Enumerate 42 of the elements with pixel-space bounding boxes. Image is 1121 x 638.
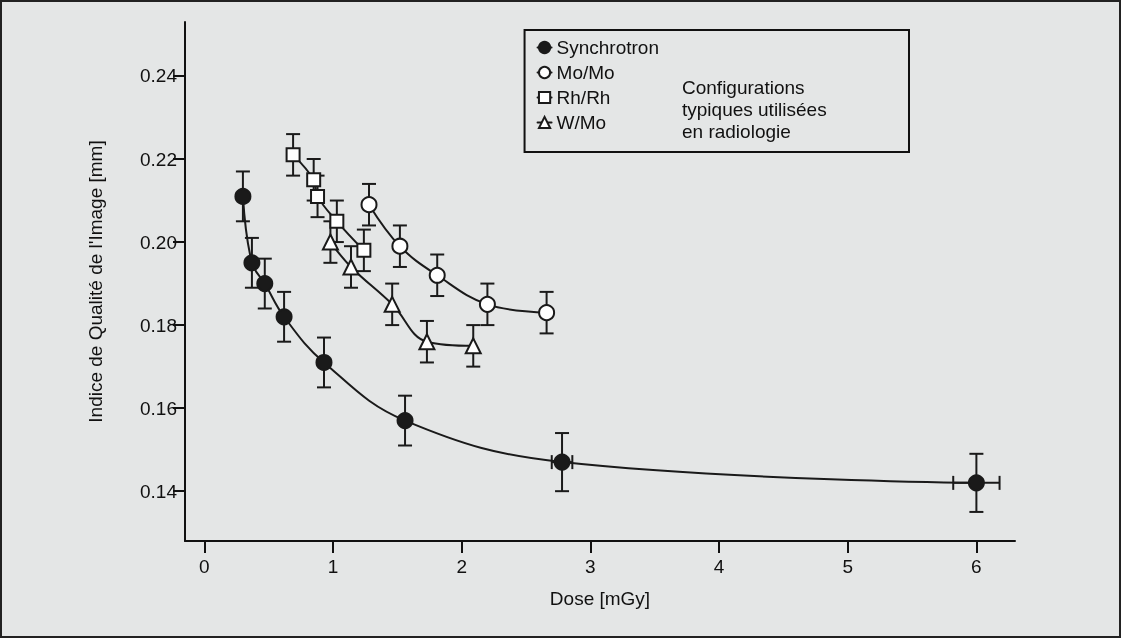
point <box>391 237 409 255</box>
legend-label: Rh/Rh <box>556 87 611 108</box>
point <box>315 353 333 371</box>
x-axis-title: Dose [mGy] <box>549 588 651 609</box>
legend-label: W/Mo <box>556 112 607 133</box>
point <box>396 412 414 430</box>
point <box>342 258 360 276</box>
point <box>275 308 293 326</box>
point <box>478 295 496 313</box>
x-tick-label: 5 <box>842 556 853 577</box>
x-tick-label: 3 <box>585 556 596 577</box>
y-tick-label: 0.14 <box>140 480 178 502</box>
y-tick-label: 0.22 <box>140 148 177 170</box>
point <box>285 147 301 163</box>
y-tick-label: 0.20 <box>140 231 177 253</box>
point <box>321 233 339 251</box>
y-tick-label: 0.16 <box>140 397 177 419</box>
legend-label: Mo/Mo <box>556 62 615 83</box>
point <box>356 242 372 258</box>
point <box>967 474 985 492</box>
point <box>538 304 556 322</box>
point <box>329 213 345 229</box>
x-tick-label: 2 <box>456 556 467 577</box>
legend-label: Synchrotron <box>556 37 660 58</box>
y-axis-title: Indice de Qualité de l'Image [mm] <box>85 140 106 423</box>
point <box>256 275 274 293</box>
point <box>383 295 401 313</box>
annotation: Configurations typiques utilisées en radiologie <box>682 76 827 142</box>
point <box>243 254 261 272</box>
point <box>418 333 436 351</box>
y-tick-label: 0.24 <box>140 65 178 87</box>
x-tick-label: 6 <box>971 556 982 577</box>
point <box>306 172 322 188</box>
point <box>234 187 252 205</box>
point <box>464 337 482 355</box>
point <box>310 188 326 204</box>
point <box>428 266 446 284</box>
point <box>360 196 378 214</box>
y-tick-label: 0.18 <box>140 314 177 336</box>
x-tick-label: 4 <box>713 556 725 577</box>
x-tick-label: 0 <box>199 556 210 577</box>
x-tick-label: 1 <box>327 556 339 577</box>
